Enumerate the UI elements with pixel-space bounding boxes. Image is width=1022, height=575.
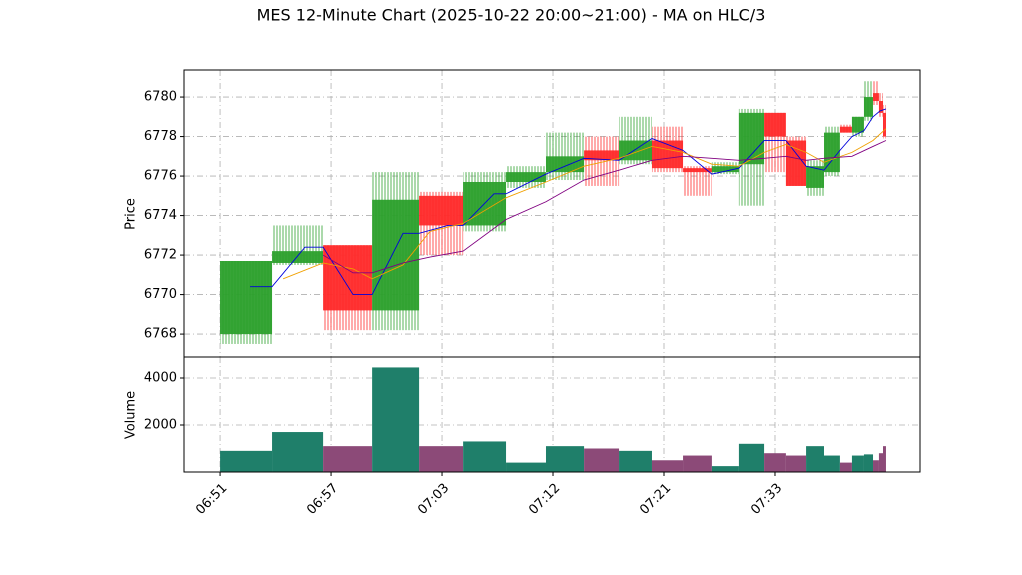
volume-bar xyxy=(878,453,884,472)
y-tick-label: 6778 xyxy=(144,129,177,144)
candle-body xyxy=(220,261,273,335)
volume-bar xyxy=(738,443,765,472)
candle-body xyxy=(506,172,546,182)
volume-bar xyxy=(873,460,879,472)
ma-line xyxy=(282,128,887,280)
candle-body xyxy=(584,150,620,161)
candle-body xyxy=(651,140,684,169)
candle-body xyxy=(764,112,786,137)
volume-bar xyxy=(824,455,840,472)
volume-bar xyxy=(785,455,807,472)
y-tick-label: 6774 xyxy=(144,208,177,223)
volume-bar xyxy=(863,454,874,472)
candle-body xyxy=(785,140,807,186)
x-tick-label: 07:03 xyxy=(415,481,452,518)
candle-body xyxy=(323,245,373,311)
volume-bar xyxy=(651,460,684,472)
candle-body xyxy=(372,199,420,311)
volume-bar xyxy=(506,462,546,472)
volume-bar xyxy=(463,441,507,472)
candle-body xyxy=(873,93,879,102)
volume-bar xyxy=(323,446,373,472)
volume-bar xyxy=(806,446,824,472)
volume-bar xyxy=(220,450,273,472)
volume-axis-label: Volume xyxy=(124,391,139,439)
y-axis-label: Price xyxy=(124,198,139,230)
volume-bar xyxy=(839,462,852,472)
candle-body xyxy=(683,168,712,173)
volume-bar xyxy=(584,448,620,472)
volume-bar xyxy=(619,450,652,472)
candle-body xyxy=(711,166,739,173)
chart-title: MES 12-Minute Chart (2025-10-22 20:00~21… xyxy=(257,6,766,25)
candle-body xyxy=(806,166,824,188)
y2-tick-label: 2000 xyxy=(144,418,177,433)
candle-body xyxy=(883,112,886,137)
price-frame xyxy=(183,69,921,358)
y2-tick-label: 4000 xyxy=(144,371,177,386)
y-tick-label: 6770 xyxy=(144,287,177,302)
x-tick-label: 07:12 xyxy=(526,481,563,518)
y-tick-label: 6768 xyxy=(144,327,177,342)
candle-body xyxy=(272,251,324,263)
candle-body xyxy=(545,156,585,173)
volume-bar xyxy=(272,432,324,472)
candle-body xyxy=(839,126,852,133)
candle-body xyxy=(824,132,840,173)
volume-bar xyxy=(851,455,864,472)
x-tick-label: 06:51 xyxy=(193,481,230,518)
volume-bar xyxy=(372,367,420,472)
volume-bar xyxy=(711,466,739,472)
ma-line xyxy=(322,140,887,274)
y-tick-label: 6780 xyxy=(144,90,177,105)
x-tick-label: 07:33 xyxy=(748,481,785,518)
volume-bar xyxy=(545,446,585,472)
candle-wick xyxy=(584,136,620,186)
candle-body xyxy=(419,195,464,226)
candle-body xyxy=(738,112,765,165)
candle-body xyxy=(878,101,884,113)
volume-bar xyxy=(883,446,886,472)
x-tick-label: 07:21 xyxy=(637,481,674,518)
y-tick-label: 6776 xyxy=(144,169,177,184)
x-tick-label: 06:57 xyxy=(304,481,341,518)
candle-body xyxy=(863,97,874,117)
candle-body xyxy=(851,116,864,133)
volume-bar xyxy=(419,446,464,472)
volume-frame xyxy=(183,356,921,473)
y-tick-label: 6772 xyxy=(144,248,177,263)
volume-bar xyxy=(764,453,786,472)
volume-bar xyxy=(683,455,712,472)
ma-line xyxy=(250,108,887,296)
